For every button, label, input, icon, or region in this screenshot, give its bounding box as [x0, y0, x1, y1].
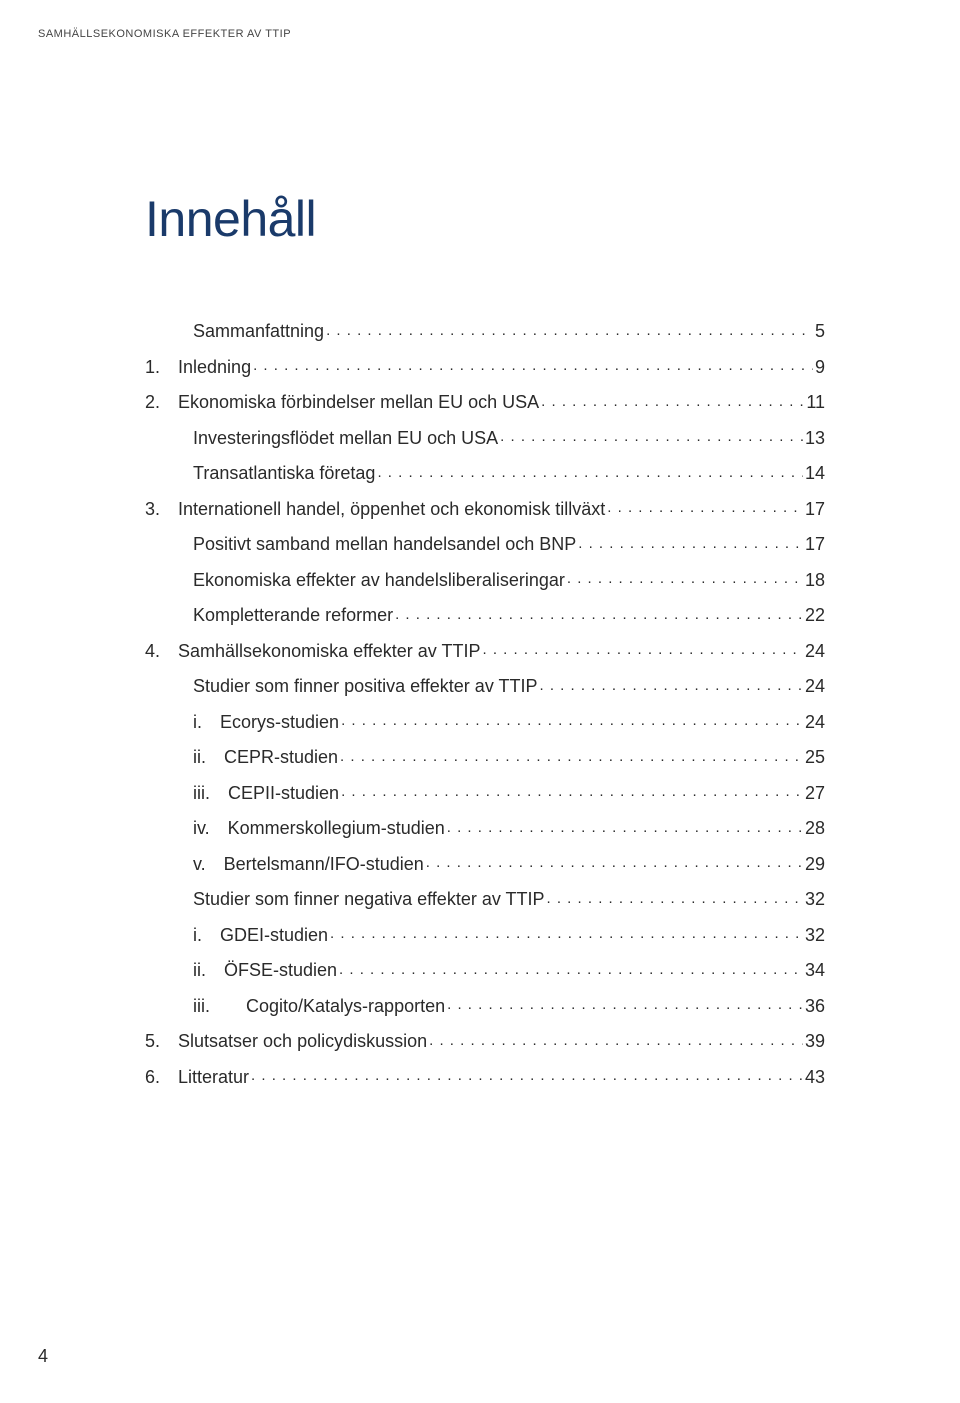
- toc-list: Sammanfattning 5 1. Inledning 9 2. Ekonomisk…: [145, 318, 825, 1091]
- toc-label: ii. ÖFSE-studien: [193, 957, 337, 984]
- toc-label: 3. Internationell handel, öppenhet och e…: [145, 496, 605, 523]
- toc-entry: Investeringsflödet mellan EU och USA 13: [193, 425, 825, 452]
- toc-dots: [578, 531, 803, 558]
- toc-label: iv. Kommerskollegium-studien: [193, 815, 445, 842]
- toc-dots: [251, 1064, 803, 1091]
- toc-entry: Studier som finner positiva effekter av …: [193, 673, 825, 700]
- toc-dots: [340, 744, 803, 771]
- toc-page: 29: [805, 851, 825, 878]
- toc-label: v. Bertelsmann/IFO-studien: [193, 851, 424, 878]
- toc-entry: i. Ecorys-studien 24: [193, 709, 825, 736]
- toc-page: 22: [805, 602, 825, 629]
- toc-entry: ii. CEPR-studien 25: [193, 744, 825, 771]
- toc-page: 17: [805, 531, 825, 558]
- toc-label: Sammanfattning: [193, 318, 324, 345]
- toc-label: Transatlantiska företag: [193, 460, 375, 487]
- toc-page: 28: [805, 815, 825, 842]
- toc-dots: [339, 957, 803, 984]
- page-title: Innehåll: [145, 190, 825, 248]
- toc-entry: i. GDEI-studien 32: [193, 922, 825, 949]
- toc-label: 4. Samhällsekonomiska effekter av TTIP: [145, 638, 480, 665]
- document-header: SAMHÄLLSEKONOMISKA EFFEKTER AV TTIP: [38, 28, 291, 40]
- toc-label: Kompletterande reformer: [193, 602, 393, 629]
- toc-dots: [447, 815, 803, 842]
- toc-entry: Sammanfattning 5: [193, 318, 825, 345]
- toc-dots: [482, 638, 802, 665]
- toc-page: 25: [805, 744, 825, 771]
- toc-dots: [253, 354, 813, 381]
- toc-page: 24: [805, 673, 825, 700]
- toc-label: 2. Ekonomiska förbindelser mellan EU och…: [145, 389, 539, 416]
- toc-entry: iii. CEPII-studien 27: [193, 780, 825, 807]
- toc-page: 18: [805, 567, 825, 594]
- toc-entry: 5. Slutsatser och policydiskussion 39: [145, 1028, 825, 1055]
- toc-entry: iv. Kommerskollegium-studien 28: [193, 815, 825, 842]
- toc-page: 43: [805, 1064, 825, 1091]
- toc-entry: Positivt samband mellan handelsandel och…: [193, 531, 825, 558]
- toc-label: Ekonomiska effekter av handelsliberalise…: [193, 567, 565, 594]
- toc-label: 5. Slutsatser och policydiskussion: [145, 1028, 427, 1055]
- toc-dots: [426, 851, 803, 878]
- toc-label: iii. CEPII-studien: [193, 780, 339, 807]
- toc-entry: ii. ÖFSE-studien 34: [193, 957, 825, 984]
- toc-page: 17: [805, 496, 825, 523]
- toc-page: 13: [805, 425, 825, 452]
- toc-entry: 2. Ekonomiska förbindelser mellan EU och…: [145, 389, 825, 416]
- toc-page: 24: [805, 638, 825, 665]
- content-container: Innehåll Sammanfattning 5 1. Inledning 9 2. …: [145, 190, 825, 1099]
- toc-dots: [341, 709, 803, 736]
- toc-page: 39: [805, 1028, 825, 1055]
- toc-dots: [607, 496, 803, 523]
- page-number: 4: [38, 1346, 48, 1367]
- toc-page: 32: [805, 886, 825, 913]
- toc-entry: Ekonomiska effekter av handelsliberalise…: [193, 567, 825, 594]
- toc-label: 6. Litteratur: [145, 1064, 249, 1091]
- toc-page: 5: [815, 318, 825, 345]
- toc-entry: 1. Inledning 9: [145, 354, 825, 381]
- toc-dots: [395, 602, 803, 629]
- toc-dots: [330, 922, 803, 949]
- toc-dots: [541, 389, 804, 416]
- toc-dots: [326, 318, 813, 345]
- toc-label: i. GDEI-studien: [193, 922, 328, 949]
- toc-dots: [540, 673, 803, 700]
- toc-entry: 3. Internationell handel, öppenhet och e…: [145, 496, 825, 523]
- toc-entry: Transatlantiska företag 14: [193, 460, 825, 487]
- toc-entry: 6. Litteratur 43: [145, 1064, 825, 1091]
- toc-entry: iii. Cogito/Katalys-rapporten 36: [193, 993, 825, 1020]
- toc-dots: [547, 886, 803, 913]
- toc-entry: Kompletterande reformer 22: [193, 602, 825, 629]
- toc-entry: Studier som finner negativa effekter av …: [193, 886, 825, 913]
- toc-label: Positivt samband mellan handelsandel och…: [193, 531, 576, 558]
- toc-page: 14: [805, 460, 825, 487]
- toc-label: ii. CEPR-studien: [193, 744, 338, 771]
- toc-dots: [500, 425, 803, 452]
- toc-dots: [429, 1028, 803, 1055]
- toc-label: Studier som finner positiva effekter av …: [193, 673, 538, 700]
- toc-page: 9: [815, 354, 825, 381]
- toc-label: i. Ecorys-studien: [193, 709, 339, 736]
- toc-entry: v. Bertelsmann/IFO-studien 29: [193, 851, 825, 878]
- toc-label: iii. Cogito/Katalys-rapporten: [193, 993, 445, 1020]
- toc-page: 24: [805, 709, 825, 736]
- toc-label: Studier som finner negativa effekter av …: [193, 886, 545, 913]
- toc-label: Investeringsflödet mellan EU och USA: [193, 425, 498, 452]
- toc-entry: 4. Samhällsekonomiska effekter av TTIP 24: [145, 638, 825, 665]
- toc-page: 27: [805, 780, 825, 807]
- toc-page: 36: [805, 993, 825, 1020]
- toc-label: 1. Inledning: [145, 354, 251, 381]
- toc-dots: [567, 567, 803, 594]
- toc-dots: [341, 780, 803, 807]
- toc-page: 11: [806, 389, 825, 416]
- toc-dots: [447, 993, 803, 1020]
- toc-page: 32: [805, 922, 825, 949]
- toc-dots: [377, 460, 803, 487]
- toc-page: 34: [805, 957, 825, 984]
